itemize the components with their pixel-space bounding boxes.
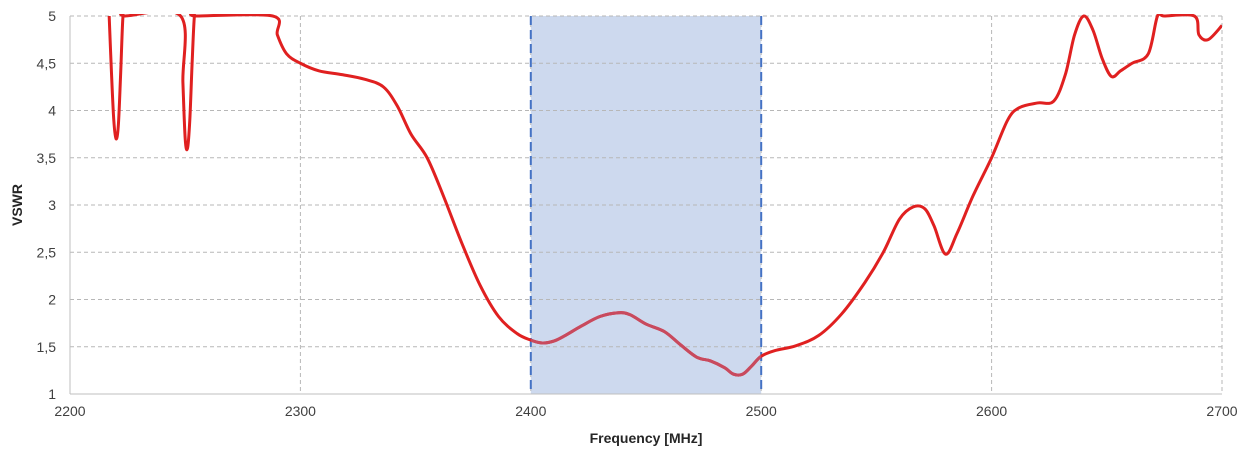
y-tick-label: 3 <box>48 197 56 213</box>
y-tick-label: 2,5 <box>37 244 57 260</box>
y-tick-label: 2 <box>48 292 56 308</box>
y-tick-label: 4 <box>48 103 56 119</box>
x-tick-label: 2200 <box>54 403 85 419</box>
y-tick-label: 5 <box>48 8 56 24</box>
series-group <box>107 14 1222 377</box>
x-tick-label: 2700 <box>1206 403 1237 419</box>
y-tick-labels: 1 1,5 2 2,5 3 3,5 4 4,5 5 <box>37 8 57 402</box>
y-tick-label: 1 <box>48 386 56 402</box>
x-tick-label: 2300 <box>285 403 316 419</box>
y-axis-title: VSWR <box>9 184 25 226</box>
y-tick-label: 3,5 <box>37 150 57 166</box>
x-tick-label: 2600 <box>976 403 1007 419</box>
x-tick-labels: 2200 2300 2400 2500 2600 2700 <box>54 403 1237 419</box>
x-tick-label: 2500 <box>746 403 777 419</box>
x-axis-title: Frequency [MHz] <box>590 430 703 446</box>
y-tick-label: 4,5 <box>37 55 57 71</box>
y-tick-label: 1,5 <box>37 339 57 355</box>
x-tick-label: 2400 <box>515 403 546 419</box>
series-line-in-band <box>530 311 762 377</box>
